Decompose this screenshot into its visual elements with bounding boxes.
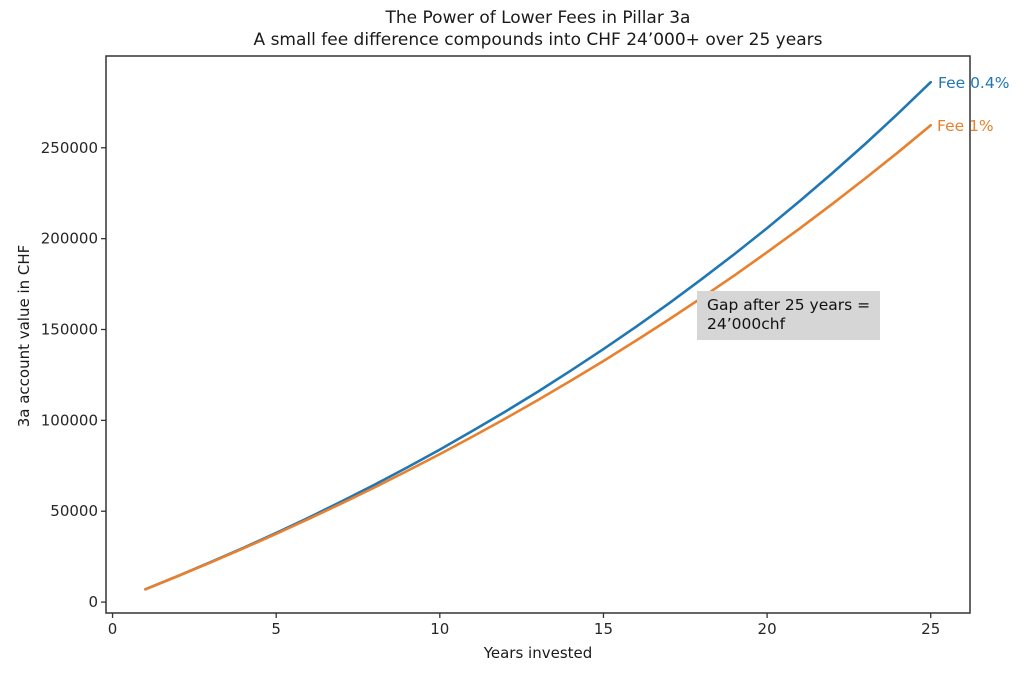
annotation-box: Gap after 25 years = 24’000chf — [697, 291, 881, 340]
series-label-fee-04: Fee 0.4% — [938, 74, 1010, 92]
y-axis-label: 3a account value in CHF — [15, 244, 33, 428]
x-axis-label: Years invested — [483, 644, 593, 662]
y-tick-label: 200000 — [41, 230, 98, 248]
x-tick-label: 10 — [430, 620, 449, 638]
x-tick-label: 20 — [758, 620, 777, 638]
y-tick-label: 250000 — [41, 139, 98, 157]
y-tick-label: 50000 — [50, 502, 98, 520]
x-tick-label: 15 — [594, 620, 613, 638]
chart-title: The Power of Lower Fees in Pillar 3a — [385, 8, 691, 28]
series-label-fee-1: Fee 1% — [937, 117, 994, 135]
series-line-1 — [144, 124, 933, 591]
chart-subtitle: A small fee difference compounds into CH… — [253, 30, 823, 50]
y-tick-label: 0 — [88, 593, 98, 611]
axes-spines — [105, 55, 971, 614]
x-tick-label: 5 — [271, 620, 281, 638]
annotation-line-2: 24’000chf — [707, 315, 786, 333]
chart-header: The Power of Lower Fees in Pillar 3a A s… — [106, 7, 970, 51]
y-tick-label: 100000 — [41, 411, 98, 429]
x-tick-label: 25 — [921, 620, 940, 638]
annotation-line-1: Gap after 25 years = — [707, 296, 871, 314]
y-tick-label: 150000 — [41, 321, 98, 339]
x-tick-label: 0 — [108, 620, 118, 638]
